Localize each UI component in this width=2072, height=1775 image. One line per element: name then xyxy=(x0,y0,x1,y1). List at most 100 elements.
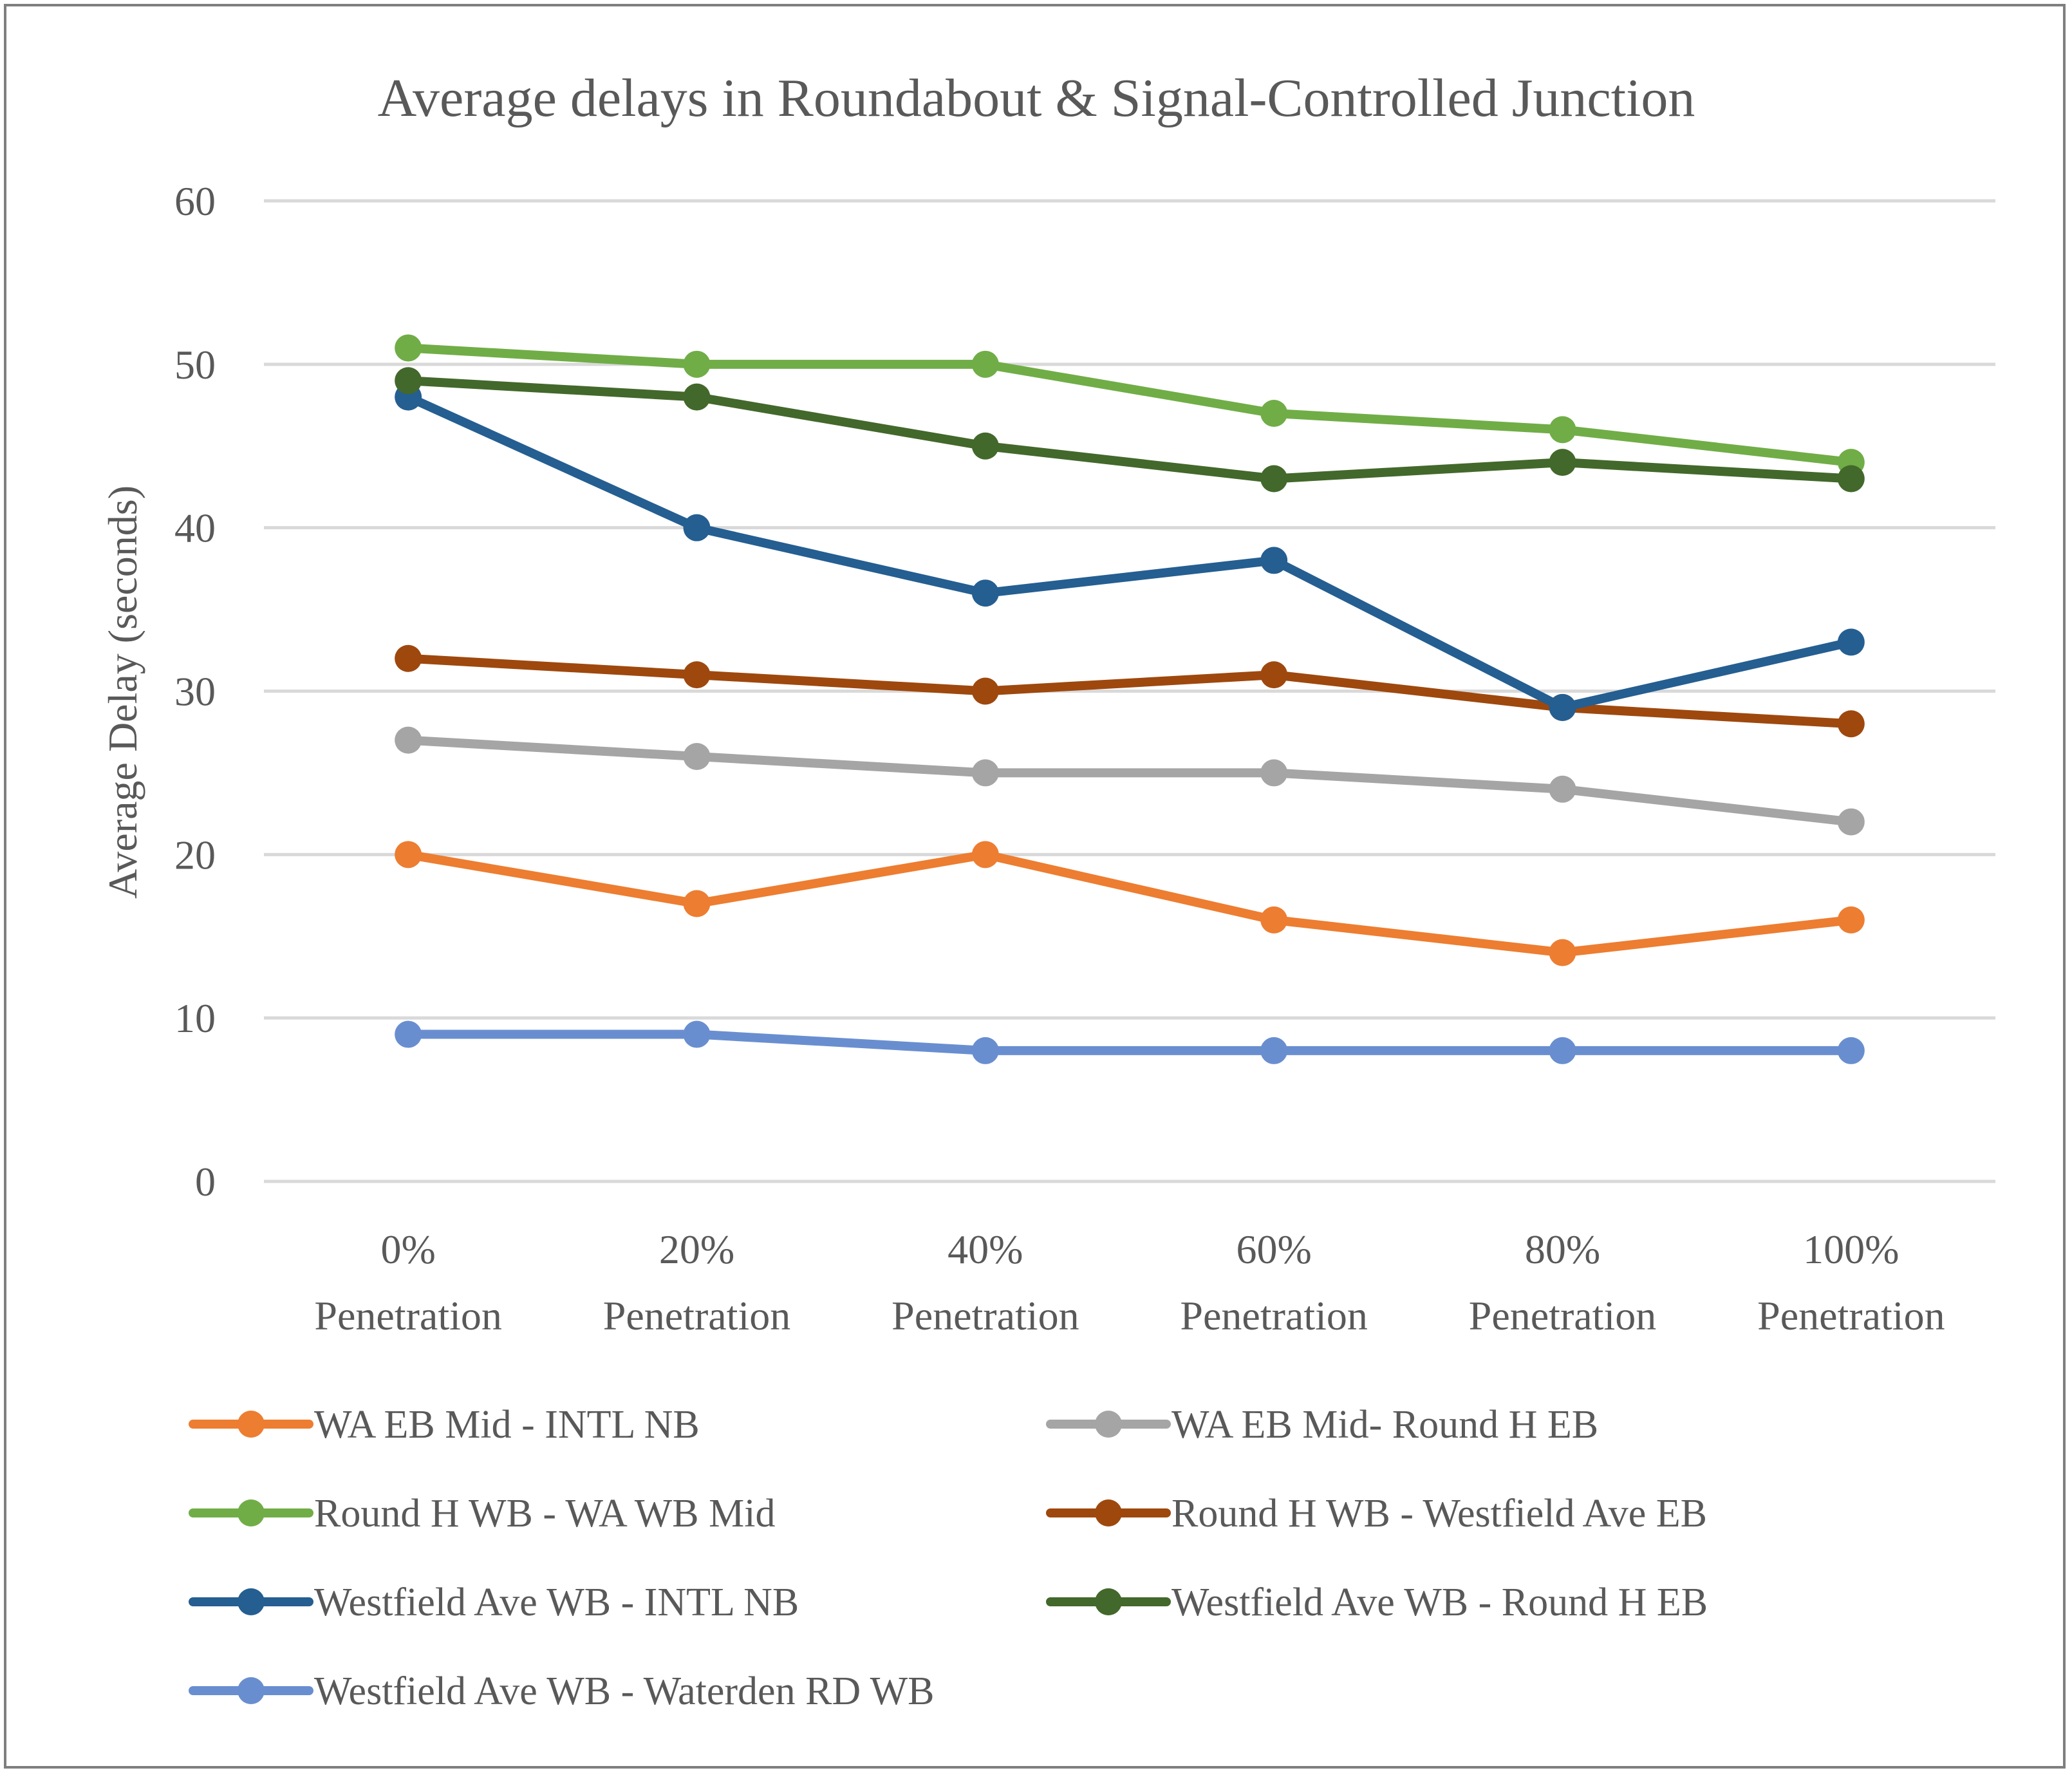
data-point xyxy=(1260,906,1288,934)
series-6 xyxy=(395,367,1865,493)
data-point xyxy=(971,1037,999,1064)
legend-label: Westfield Ave WB - INTL NB xyxy=(314,1581,799,1624)
y-tick-label: 20 xyxy=(174,832,216,878)
y-tick-label: 40 xyxy=(174,505,216,551)
x-tick-label: Penetration xyxy=(603,1293,790,1338)
y-axis-label: Average Delay (seconds) xyxy=(100,485,145,899)
series-line xyxy=(404,343,1856,467)
data-point xyxy=(683,661,711,689)
y-tick-label: 0 xyxy=(195,1159,216,1205)
data-point xyxy=(1260,399,1288,427)
data-point xyxy=(1260,465,1288,493)
x-tick-label: 40% xyxy=(947,1226,1023,1272)
data-point xyxy=(1260,759,1288,787)
data-point xyxy=(971,759,999,787)
y-tick-label: 60 xyxy=(174,178,216,224)
data-point xyxy=(395,644,422,672)
data-point xyxy=(1549,416,1576,444)
data-point xyxy=(971,841,999,869)
data-point xyxy=(683,890,711,917)
data-point xyxy=(1260,661,1288,689)
data-point xyxy=(1837,628,1865,656)
data-point xyxy=(1260,547,1288,574)
chart-title: Average delays in Roundabout & Signal-Co… xyxy=(378,68,1695,128)
x-tick-label: 80% xyxy=(1525,1226,1600,1272)
legend: WA EB Mid - INTL NB WA EB Mid- Round H EB… xyxy=(189,1403,1708,1713)
data-point xyxy=(395,1020,422,1048)
legend-item: Round H WB - Westfield Ave EB xyxy=(1046,1492,1707,1536)
series-3 xyxy=(395,334,1865,476)
series-line xyxy=(404,850,1856,957)
x-tick-label: Penetration xyxy=(1180,1293,1367,1338)
legend-swatch-marker xyxy=(238,1499,265,1526)
series-5 xyxy=(395,383,1865,721)
series-line xyxy=(404,392,1856,712)
legend-swatch-marker xyxy=(238,1677,265,1704)
legend-label: Westfield Ave WB - Round H EB xyxy=(1171,1581,1708,1624)
data-point xyxy=(683,743,711,771)
legend-label: WA EB Mid- Round H EB xyxy=(1171,1403,1598,1447)
legend-label: Round H WB - WA WB Mid xyxy=(314,1492,776,1536)
data-point xyxy=(395,841,422,869)
data-point xyxy=(1549,1037,1576,1064)
data-point xyxy=(1260,1037,1288,1064)
legend-item: Westfield Ave WB - Waterden RD WB xyxy=(189,1669,934,1713)
y-tick-label: 30 xyxy=(174,669,216,715)
data-point xyxy=(395,367,422,395)
x-tick-label: 20% xyxy=(659,1226,734,1272)
data-point xyxy=(683,350,711,378)
legend-item: Round H WB - WA WB Mid xyxy=(189,1492,776,1536)
y-tick-label: 50 xyxy=(174,342,216,388)
data-point xyxy=(971,579,999,607)
legend-label: Westfield Ave WB - Waterden RD WB xyxy=(314,1669,934,1713)
legend-item: Westfield Ave WB - Round H EB xyxy=(1046,1581,1708,1624)
data-point xyxy=(1549,693,1576,721)
y-tick-label: 10 xyxy=(174,995,216,1041)
data-point xyxy=(395,334,422,362)
x-tick-label: Penetration xyxy=(891,1293,1079,1338)
data-point xyxy=(1549,449,1576,476)
data-point xyxy=(1549,939,1576,966)
gridlines xyxy=(264,199,1995,1183)
x-tick-label: 0% xyxy=(381,1226,436,1272)
data-point xyxy=(971,432,999,460)
data-point xyxy=(683,514,711,541)
data-point xyxy=(1837,906,1865,934)
data-point xyxy=(395,726,422,754)
legend-swatch-marker xyxy=(238,1588,265,1615)
legend-swatch-marker xyxy=(1095,1588,1122,1615)
chart-frame xyxy=(4,4,2066,1769)
x-tick-label: Penetration xyxy=(314,1293,501,1338)
data-point xyxy=(1549,775,1576,803)
series-1 xyxy=(395,841,1865,966)
x-tick-label: 60% xyxy=(1237,1226,1312,1272)
x-tick-label: 100% xyxy=(1803,1226,1899,1272)
data-point xyxy=(683,383,711,411)
data-point xyxy=(971,350,999,378)
data-point xyxy=(1837,1037,1865,1064)
series-lines xyxy=(395,334,1865,1064)
legend-label: Round H WB - Westfield Ave EB xyxy=(1171,1492,1707,1536)
series-7 xyxy=(395,1020,1865,1064)
data-point xyxy=(1837,710,1865,738)
legend-item: WA EB Mid- Round H EB xyxy=(1046,1403,1598,1447)
series-line xyxy=(404,735,1856,827)
x-tick-label: Penetration xyxy=(1469,1293,1656,1338)
legend-label: WA EB Mid - INTL NB xyxy=(314,1403,700,1447)
series-line xyxy=(404,376,1856,484)
legend-swatch-marker xyxy=(1095,1499,1122,1526)
data-point xyxy=(1837,465,1865,493)
series-2 xyxy=(395,726,1865,836)
x-tick-label: Penetration xyxy=(1757,1293,1945,1338)
legend-item: Westfield Ave WB - INTL NB xyxy=(189,1581,799,1624)
series-line xyxy=(404,653,1856,729)
data-point xyxy=(971,677,999,705)
legend-swatch-marker xyxy=(238,1411,265,1438)
legend-item: WA EB Mid - INTL NB xyxy=(189,1403,700,1447)
legend-swatch-marker xyxy=(1095,1411,1122,1438)
data-point xyxy=(683,1020,711,1048)
x-axis-ticks: 0% Penetration 20% Penetration 40% Penetratio… xyxy=(314,1226,1945,1338)
y-axis-ticks: 0 10 20 30 40 50 60 xyxy=(174,178,216,1205)
data-point xyxy=(1837,808,1865,836)
